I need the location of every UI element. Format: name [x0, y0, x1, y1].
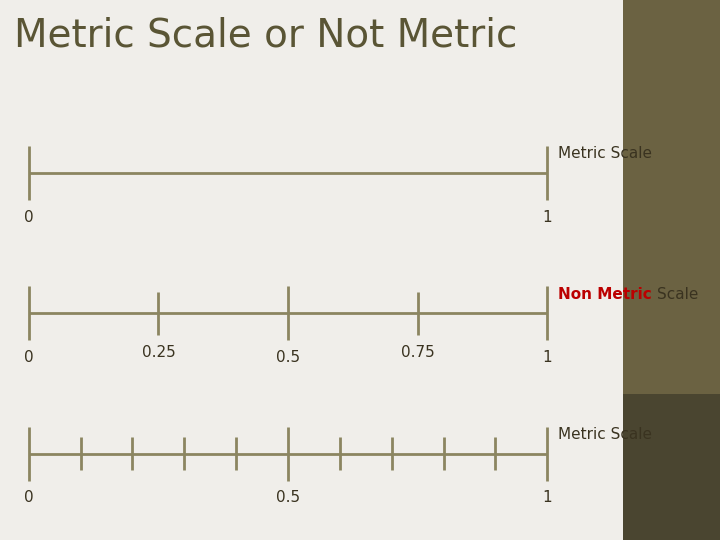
Text: 1: 1	[542, 210, 552, 225]
Text: 1: 1	[542, 350, 552, 365]
Text: 0: 0	[24, 350, 34, 365]
FancyBboxPatch shape	[623, 0, 720, 394]
FancyBboxPatch shape	[623, 394, 720, 540]
Text: 0.5: 0.5	[276, 490, 300, 505]
Text: Metric Scale: Metric Scale	[558, 427, 652, 442]
Text: 0: 0	[24, 490, 34, 505]
Text: Non Metric: Non Metric	[558, 287, 657, 302]
Text: 0.25: 0.25	[142, 345, 175, 360]
Text: 0: 0	[24, 210, 34, 225]
Text: Metric Scale or Not Metric: Metric Scale or Not Metric	[14, 16, 518, 54]
Text: Scale: Scale	[657, 287, 698, 302]
Text: 0.75: 0.75	[401, 345, 434, 360]
Text: 1: 1	[542, 490, 552, 505]
Text: 0.5: 0.5	[276, 350, 300, 365]
Text: Metric Scale: Metric Scale	[558, 146, 652, 161]
